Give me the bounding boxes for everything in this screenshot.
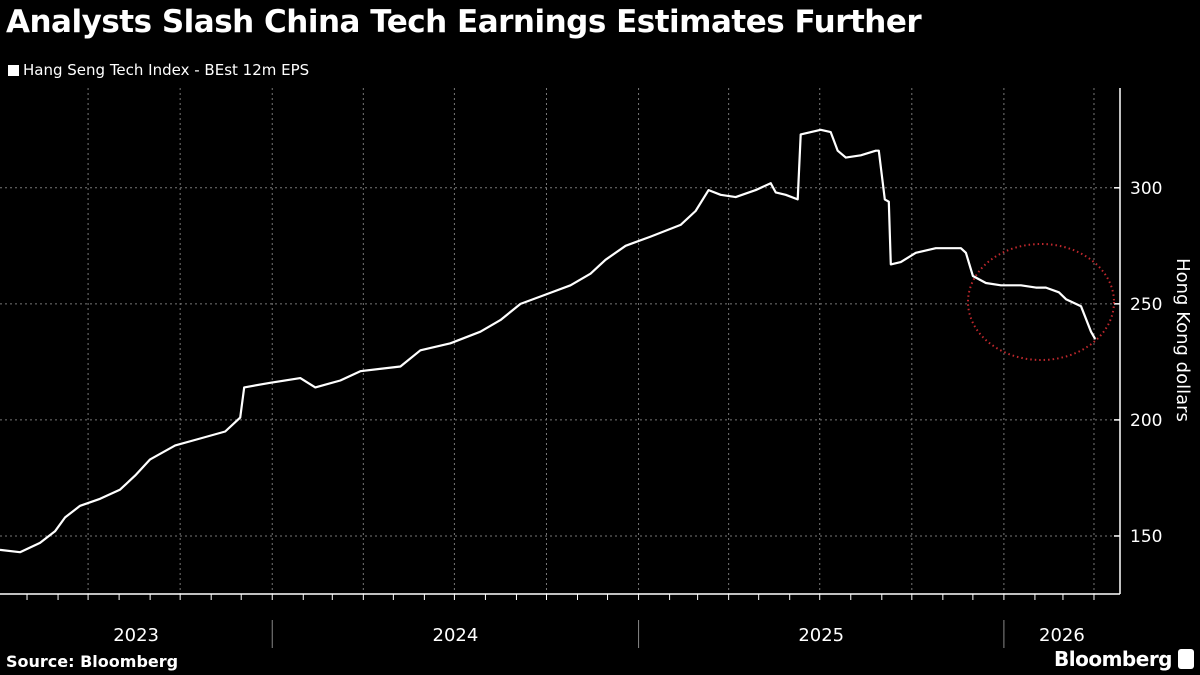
source-note: Source: Bloomberg [6, 652, 179, 671]
data-point [79, 505, 81, 507]
x-tick-label: 2025 [798, 625, 844, 646]
data-point [134, 474, 136, 477]
data-point [399, 365, 402, 368]
y-tick-label: 150 [1130, 527, 1162, 547]
data-point [99, 498, 101, 500]
brand-text: Bloomberg [1054, 647, 1172, 671]
x-tick-label: 2023 [113, 625, 159, 646]
data-point [314, 386, 317, 389]
data-point [878, 149, 880, 152]
data-point [499, 319, 502, 321]
data-point [900, 261, 902, 263]
data-point [707, 189, 710, 191]
bloomberg-logo: Bloomberg [1054, 647, 1194, 671]
data-point [243, 386, 245, 389]
data-point [419, 349, 422, 352]
series-line [0, 128, 1096, 554]
bloomberg-logo-icon [1178, 649, 1194, 669]
data-point [774, 191, 777, 194]
y-tick-label: 300 [1130, 179, 1162, 199]
data-point [519, 303, 522, 305]
data-point [19, 551, 21, 553]
data-point [860, 154, 862, 157]
data-point [1000, 284, 1002, 287]
y-tick-label: 200 [1130, 411, 1162, 431]
data-point [449, 342, 452, 345]
data-point [604, 259, 607, 261]
data-point [875, 149, 877, 152]
legend: Hang Seng Tech Index - BEst 12m EPS [8, 61, 309, 79]
data-point [174, 444, 176, 447]
data-point [199, 437, 201, 440]
y-tick-label: 250 [1130, 295, 1162, 315]
data-point [890, 263, 892, 266]
data-point [1094, 337, 1096, 340]
data-point [965, 252, 967, 254]
chart-title: Analysts Slash China Tech Earnings Estim… [6, 4, 922, 40]
data-point [1080, 305, 1082, 308]
data-point [754, 189, 757, 191]
data-point [819, 129, 822, 131]
data-point [1058, 291, 1060, 294]
data-point [1090, 330, 1092, 333]
data-point [39, 542, 41, 544]
highlight-ellipse [967, 243, 1115, 361]
data-point [836, 149, 839, 152]
data-point [119, 488, 121, 491]
data-point [54, 530, 56, 533]
data-point [299, 377, 302, 379]
data-point [734, 196, 737, 198]
data-point [1065, 298, 1067, 301]
data-point [884, 198, 886, 201]
data-point [0, 549, 1, 551]
x-tick-label: 2024 [433, 625, 479, 646]
data-point [845, 156, 847, 159]
data-point [719, 194, 722, 196]
data-point [985, 282, 987, 284]
data-point [769, 182, 772, 184]
data-point [479, 330, 482, 333]
data-point [679, 224, 682, 226]
data-point [339, 379, 342, 382]
data-point [149, 458, 151, 461]
data-point [888, 200, 890, 203]
legend-label: Hang Seng Tech Index - BEst 12m EPS [23, 61, 310, 79]
data-point [1035, 286, 1037, 289]
data-point [544, 293, 547, 296]
data-point [784, 194, 787, 196]
data-point [269, 382, 272, 384]
data-point [796, 198, 799, 201]
data-point [694, 210, 697, 212]
data-point [1045, 286, 1047, 289]
data-point [935, 247, 937, 249]
data-point [972, 275, 974, 277]
data-point [649, 235, 652, 238]
data-point [915, 252, 917, 254]
data-point [799, 133, 802, 136]
data-point [1020, 284, 1022, 287]
data-point [569, 284, 572, 287]
data-point [624, 245, 627, 247]
legend-swatch [8, 64, 19, 76]
data-point [359, 370, 362, 373]
data-point [589, 272, 592, 275]
data-point [239, 416, 241, 419]
data-point [829, 131, 832, 133]
x-tick-label: 2026 [1039, 625, 1085, 646]
y-axis-label: Hong Kong dollars [1172, 258, 1193, 422]
data-point [960, 247, 962, 249]
data-point [64, 516, 66, 519]
data-point [224, 430, 226, 433]
